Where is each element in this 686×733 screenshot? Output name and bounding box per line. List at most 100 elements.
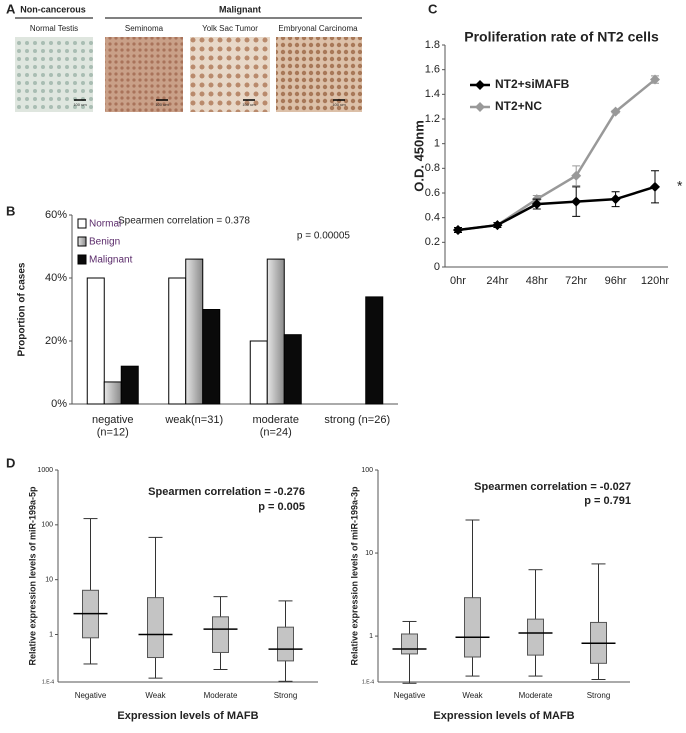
y-tick-label: 1000 — [37, 467, 53, 474]
x-axis-label: Expression levels of MAFB — [433, 710, 574, 722]
bar — [103, 381, 122, 405]
x-tick-label: weak(n=31) — [164, 414, 223, 426]
bar — [202, 309, 221, 405]
panel-label: B — [6, 203, 15, 218]
marker — [571, 170, 582, 181]
y-tick-label: 0.4 — [425, 212, 440, 224]
y-tick-label: 100 — [361, 467, 373, 474]
bar — [185, 258, 204, 405]
y-tick-label: 1.6 — [425, 64, 440, 76]
y-axis-label: Proportion of cases — [17, 262, 28, 356]
annotation: * — [677, 178, 683, 194]
axis-floor-label: 1.E-4 — [362, 679, 374, 685]
image-caption: Yolk Sac Tumor — [202, 24, 258, 33]
x-axis-label: Expression levels of MAFB — [117, 710, 258, 722]
histology-image — [105, 37, 183, 112]
bar — [365, 296, 384, 405]
y-tick-label: 0.6 — [425, 187, 440, 199]
legend-label: NT2+siMAFB — [495, 77, 570, 91]
x-tick-label: Negative — [75, 691, 107, 700]
y-tick-label: 100 — [41, 522, 53, 529]
x-tick-label: Strong — [274, 691, 298, 700]
group-header: Malignant — [219, 4, 261, 14]
x-tick-label: 72hr — [565, 275, 587, 287]
y-axis-label: Relative expression levels of miR-199a-3… — [349, 486, 359, 666]
axis-floor-label: 1.E-4 — [42, 679, 54, 685]
box — [212, 616, 229, 653]
bar — [249, 340, 268, 405]
x-tick-label: Negative — [394, 691, 426, 700]
image-caption: Embryonal Carcinoma — [278, 24, 358, 33]
marker — [492, 220, 503, 231]
x-tick-label: Weak — [145, 691, 166, 700]
panel-label: D — [6, 455, 15, 470]
histology-image — [276, 37, 362, 112]
bar — [120, 365, 139, 405]
bar — [266, 258, 285, 405]
series-line — [457, 78, 656, 232]
box — [401, 633, 418, 655]
legend-label: Malignant — [89, 255, 133, 266]
box — [277, 626, 294, 662]
annotation: p = 0.00005 — [297, 231, 351, 242]
y-tick-label: 10 — [45, 577, 53, 584]
legend-label: Benign — [89, 237, 120, 248]
x-tick-label: strong (n=26) — [324, 414, 390, 426]
y-tick-label: 0.2 — [425, 236, 440, 248]
marker — [610, 106, 621, 117]
box — [527, 618, 544, 656]
marker — [610, 194, 621, 205]
y-tick-label: 1 — [434, 138, 440, 150]
marker — [650, 74, 660, 85]
x-tick-label: 48hr — [526, 275, 548, 287]
x-tick-label: negative (n=12) — [92, 414, 134, 439]
chart-title: Proliferation rate of NT2 cells — [464, 29, 659, 45]
y-tick-label: 1.8 — [425, 39, 440, 51]
x-tick-label: 96hr — [605, 275, 627, 287]
image-caption: Seminoma — [125, 24, 164, 33]
x-tick-label: Strong — [587, 691, 611, 700]
y-tick-label: 0% — [51, 398, 67, 410]
x-tick-label: moderate (n=24) — [253, 414, 299, 439]
legend-label: NT2+NC — [495, 99, 542, 113]
y-tick-label: 1 — [49, 631, 53, 638]
y-tick-label: 40% — [45, 272, 67, 284]
panel-label: C — [428, 1, 438, 16]
y-tick-label: 1.2 — [425, 113, 440, 125]
image-caption: Normal Testis — [30, 24, 78, 33]
annotation: p = 0.005 — [258, 501, 305, 513]
marker — [453, 225, 463, 235]
marker — [531, 199, 542, 210]
legend-marker — [475, 102, 485, 112]
annotation: Spearmen correlation = -0.027 — [474, 481, 631, 493]
x-tick-label: 24hr — [486, 275, 508, 287]
y-axis-label: Relative expression levels of miR-199a-5… — [27, 486, 37, 666]
series-line — [457, 185, 656, 232]
scale-label: 100 um — [332, 102, 346, 107]
legend-label: Normal — [89, 219, 121, 230]
legend-swatch — [77, 254, 87, 265]
bar — [86, 277, 105, 405]
bar — [283, 334, 302, 405]
y-tick-label: 20% — [45, 335, 67, 347]
y-tick-label: 60% — [45, 209, 67, 221]
legend-swatch — [77, 236, 87, 247]
box — [147, 597, 164, 659]
y-tick-label: 0 — [434, 261, 440, 273]
y-tick-label: 1.4 — [425, 88, 440, 100]
scale-label: 100 um — [242, 102, 256, 107]
y-tick-label: 10 — [365, 550, 373, 557]
group-header: Non-cancerous — [20, 4, 86, 14]
x-tick-label: Weak — [462, 691, 483, 700]
x-tick-label: Moderate — [519, 691, 553, 700]
annotation: p = 0.791 — [584, 495, 631, 507]
y-tick-label: 1 — [369, 633, 373, 640]
x-tick-label: 120hr — [641, 275, 669, 287]
legend-marker — [475, 80, 485, 90]
legend-swatch — [77, 218, 87, 229]
x-tick-label: 0hr — [450, 275, 466, 287]
y-tick-label: 0.8 — [425, 162, 440, 174]
marker — [571, 196, 582, 207]
panel-label: A — [6, 1, 16, 16]
